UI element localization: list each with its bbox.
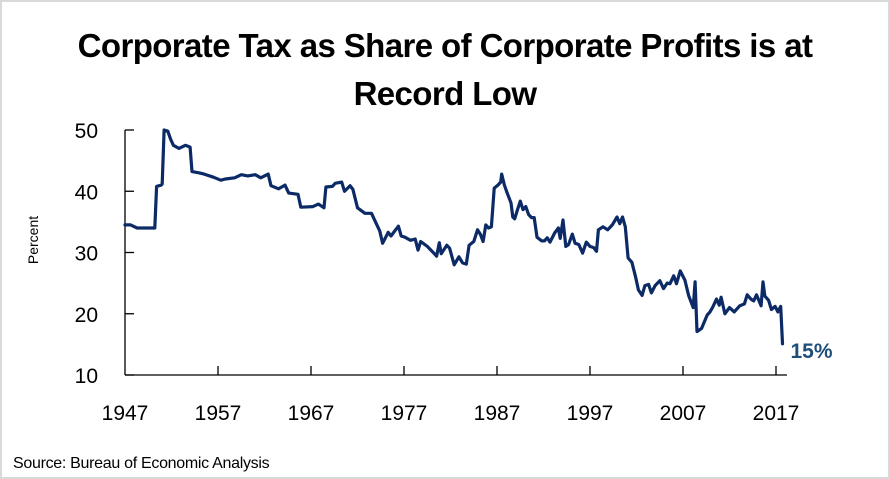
chart-title: Corporate Tax as Share of Corporate Prof… (0, 22, 890, 118)
x-tick-label: 1987 (474, 402, 521, 425)
y-ticks: 50 40 30 20 10 (75, 120, 134, 388)
axes (124, 130, 787, 376)
x-tick-label: 1997 (567, 402, 614, 425)
series-line (123, 128, 785, 346)
y-tick-label: 40 (75, 181, 98, 204)
x-tick-label: 2007 (660, 402, 707, 425)
x-ticks: 1947 1957 1967 1977 1987 1997 2007 2017 (102, 366, 800, 425)
y-tick-label: 10 (75, 365, 98, 388)
x-tick-label: 1977 (381, 402, 428, 425)
series-group (123, 128, 785, 346)
chart-title-line-2: Record Low (353, 75, 537, 112)
x-tick-label: 2017 (753, 402, 800, 425)
y-tick-label: 30 (75, 243, 98, 266)
y-tick-label: 20 (75, 304, 98, 327)
end-value-annotation: 15% (791, 340, 833, 363)
y-tick-label: 50 (75, 120, 98, 143)
chart-title-line-1: Corporate Tax as Share of Corporate Prof… (77, 27, 813, 64)
x-tick-label: 1947 (102, 402, 149, 425)
x-tick-label: 1967 (288, 402, 335, 425)
source-note: Source: Bureau of Economic Analysis (13, 455, 270, 472)
x-tick-label: 1957 (195, 402, 242, 425)
